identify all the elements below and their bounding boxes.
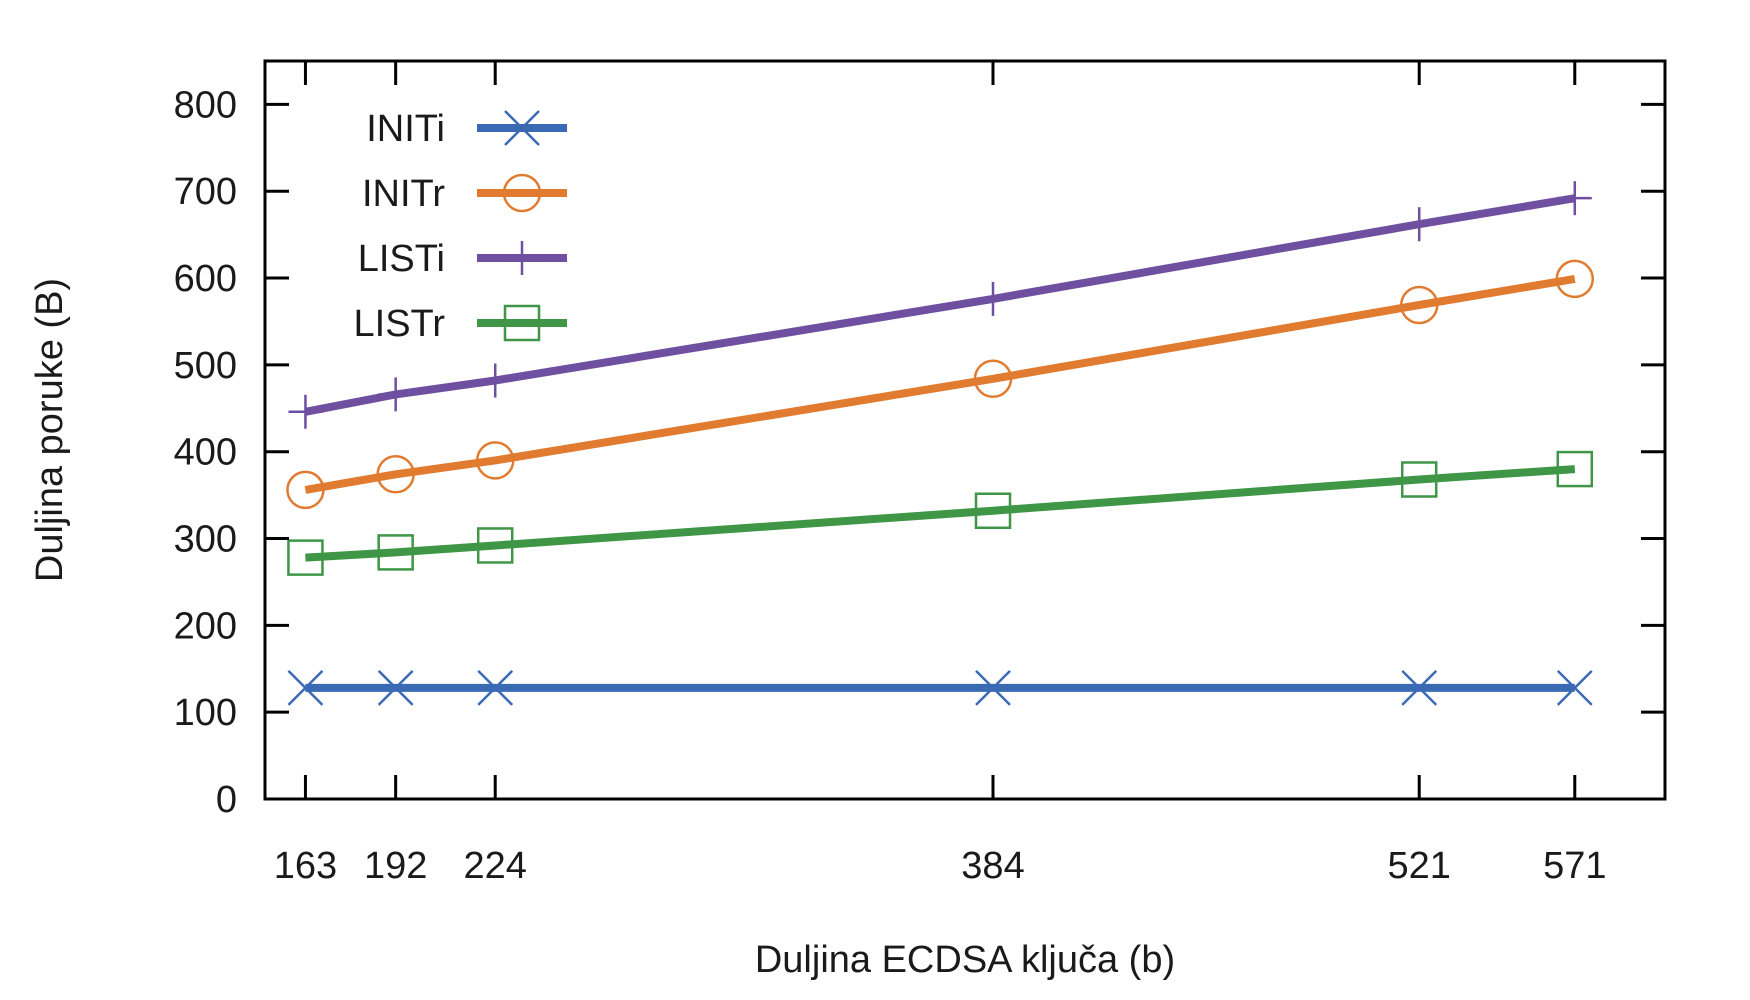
- data-point: [475, 441, 515, 480]
- data-point: [1400, 461, 1438, 498]
- series-INITr: [286, 259, 1595, 510]
- legend-item: LISTr: [354, 303, 567, 345]
- x-tick-label: 384: [961, 845, 1024, 887]
- y-tick-label: 0: [216, 779, 237, 821]
- legend-label: INITi: [366, 108, 445, 150]
- series-line: [304, 274, 1576, 494]
- data-point: [476, 527, 514, 564]
- x-tick-label: 521: [1388, 845, 1451, 887]
- x-tick-label: 192: [364, 845, 427, 887]
- series-LISTi: [288, 181, 1592, 429]
- legend-marker: [503, 304, 541, 342]
- data-point: [287, 539, 324, 576]
- data-point: [1555, 259, 1595, 299]
- y-tick-label: 500: [174, 345, 237, 387]
- data-point: [974, 492, 1012, 529]
- data-point: [973, 359, 1013, 399]
- data-point: [377, 669, 414, 706]
- x-axis-title: Duljina ECDSA ključa (b): [755, 939, 1175, 981]
- legend-item: INITi: [366, 108, 567, 150]
- series-line: [305, 465, 1576, 562]
- data-point: [286, 470, 325, 510]
- data-point: [378, 377, 413, 412]
- data-point: [1399, 285, 1439, 325]
- x-tick-label: 224: [464, 845, 527, 887]
- y-tick-label: 400: [174, 432, 237, 474]
- y-tick-label: 300: [174, 519, 237, 561]
- legend-label: LISTi: [358, 238, 445, 280]
- x-tick-label: 163: [274, 845, 337, 887]
- data-point: [377, 534, 414, 571]
- data-point: [477, 669, 514, 706]
- legend-label: LISTr: [354, 303, 446, 345]
- y-tick-label: 700: [174, 171, 237, 213]
- legend-marker: [502, 173, 542, 213]
- data-point: [1401, 669, 1438, 706]
- data-point: [976, 281, 1010, 316]
- series-INITi: [287, 669, 1593, 706]
- x-tick-label: 571: [1543, 845, 1606, 887]
- y-tick-label: 600: [174, 258, 237, 300]
- data-point: [1557, 181, 1592, 216]
- legend: INITi INITr LISTi LISTr: [354, 108, 567, 345]
- y-tick-label: 200: [174, 605, 237, 647]
- data-point: [288, 394, 323, 429]
- data-point: [1556, 450, 1594, 488]
- data-point: [478, 363, 513, 398]
- legend-marker: [505, 241, 539, 275]
- series-LISTr: [287, 450, 1594, 576]
- data-point: [287, 669, 324, 706]
- data-point: [975, 669, 1011, 706]
- plot-frame: [263, 59, 1667, 801]
- ticks-layer: 0 100 200 300 400 500 600 700 800 163 192 224 384 521…: [174, 61, 1665, 887]
- data-point: [1402, 207, 1437, 242]
- data-point: [376, 455, 415, 494]
- legend-item: LISTi: [358, 238, 567, 280]
- series-layer: [286, 181, 1595, 706]
- legend-marker: [504, 110, 540, 146]
- y-axis-title: Duljina poruke (B): [29, 278, 71, 582]
- data-point: [1556, 669, 1593, 706]
- legend-item: INITr: [362, 173, 567, 215]
- y-tick-label: 800: [174, 84, 237, 126]
- series-line: [304, 194, 1576, 416]
- legend-label: INITr: [362, 173, 445, 215]
- y-tick-label: 100: [174, 692, 237, 734]
